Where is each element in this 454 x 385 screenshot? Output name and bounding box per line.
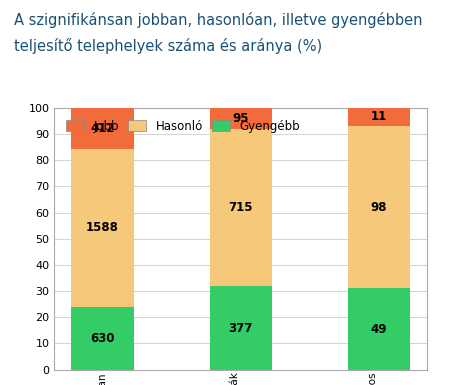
Bar xyxy=(210,286,271,370)
Text: 98: 98 xyxy=(370,201,387,214)
Bar xyxy=(71,307,133,370)
Text: 95: 95 xyxy=(232,112,249,125)
Legend: Jobb, Hasonló, Gyengébb: Jobb, Hasonló, Gyengébb xyxy=(60,114,306,139)
Bar xyxy=(210,108,271,129)
Text: 377: 377 xyxy=(228,321,253,335)
Text: teljesítő telephelyek száma és aránya (%): teljesítő telephelyek száma és aránya (%… xyxy=(14,38,322,55)
Text: 1588: 1588 xyxy=(86,221,119,234)
Text: 630: 630 xyxy=(90,332,115,345)
Bar xyxy=(71,108,133,149)
Text: 49: 49 xyxy=(370,323,387,335)
Text: 412: 412 xyxy=(90,122,115,135)
Text: A szignifikánsan jobban, hasonlóan, illetve gyengébben: A szignifikánsan jobban, hasonlóan, ille… xyxy=(14,12,422,28)
Bar xyxy=(348,126,410,288)
Text: 11: 11 xyxy=(370,110,387,124)
Text: 715: 715 xyxy=(228,201,253,214)
Bar xyxy=(348,288,410,370)
Bar xyxy=(210,129,271,286)
Bar xyxy=(71,149,133,307)
Bar xyxy=(348,108,410,126)
